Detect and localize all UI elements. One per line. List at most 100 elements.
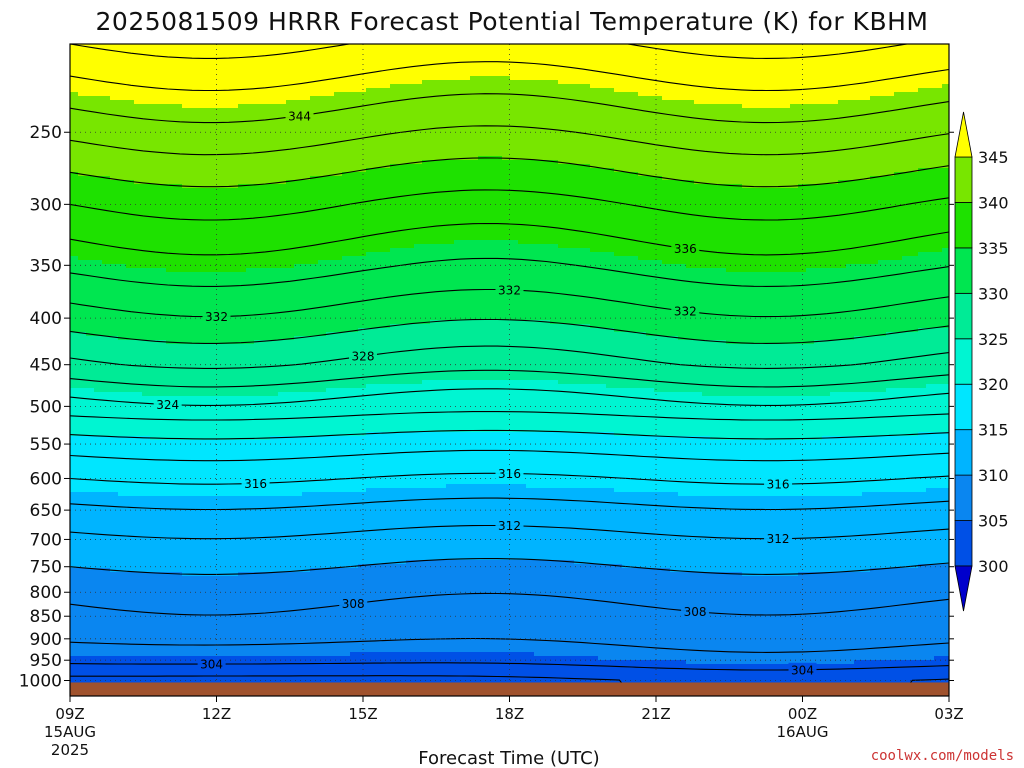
theta-cell — [758, 128, 767, 133]
theta-cell — [246, 44, 255, 49]
theta-cell — [782, 124, 791, 129]
theta-cell — [574, 220, 583, 225]
theta-cell — [942, 108, 949, 113]
theta-cell — [382, 148, 391, 153]
theta-cell — [174, 168, 183, 173]
theta-cell — [806, 220, 815, 225]
theta-cell — [750, 92, 759, 97]
theta-cell — [638, 96, 647, 101]
theta-cell — [214, 72, 223, 77]
theta-cell — [398, 172, 407, 177]
theta-cell — [702, 216, 711, 221]
theta-cell — [134, 136, 143, 141]
theta-cell — [454, 168, 463, 173]
theta-cell — [318, 100, 327, 105]
theta-cell — [862, 196, 871, 201]
theta-cell — [494, 96, 503, 101]
theta-cell — [750, 192, 759, 197]
theta-cell — [238, 124, 247, 129]
theta-cell — [230, 196, 239, 201]
theta-cell — [342, 88, 351, 93]
theta-cell — [150, 68, 159, 73]
theta-cell — [278, 76, 287, 81]
theta-cell — [102, 160, 111, 165]
theta-cell — [910, 140, 919, 145]
theta-cell — [862, 116, 871, 121]
theta-cell — [926, 80, 935, 85]
theta-cell — [70, 200, 79, 205]
theta-cell — [662, 180, 671, 185]
theta-cell — [822, 116, 831, 121]
theta-cell — [182, 68, 191, 73]
theta-cell — [870, 172, 879, 177]
theta-cell — [422, 212, 431, 217]
theta-cell — [222, 112, 231, 117]
theta-cell — [478, 196, 487, 201]
theta-cell — [534, 208, 543, 213]
theta-cell — [102, 108, 111, 113]
theta-cell — [94, 100, 103, 105]
theta-cell — [838, 216, 847, 221]
theta-cell — [830, 104, 839, 109]
theta-cell — [110, 124, 119, 129]
theta-cell — [702, 96, 711, 101]
theta-cell — [694, 220, 703, 225]
theta-cell — [558, 172, 567, 177]
theta-cell — [830, 172, 839, 177]
theta-cell — [670, 184, 679, 189]
theta-cell — [846, 60, 855, 65]
theta-cell — [910, 120, 919, 125]
theta-cell — [926, 64, 935, 69]
theta-cell — [758, 180, 767, 185]
theta-cell — [614, 112, 623, 117]
theta-cell — [302, 208, 311, 213]
theta-cell — [622, 44, 631, 49]
theta-cell — [102, 56, 111, 61]
theta-cell — [174, 180, 183, 185]
theta-cell — [422, 148, 431, 153]
theta-cell — [758, 172, 767, 177]
theta-cell — [326, 132, 335, 137]
theta-cell — [926, 160, 935, 165]
theta-cell — [686, 204, 695, 209]
theta-cell — [454, 52, 463, 57]
theta-cell — [414, 124, 423, 129]
theta-cell — [534, 76, 543, 81]
theta-cell — [78, 88, 87, 93]
theta-cell — [214, 136, 223, 141]
theta-cell — [366, 48, 375, 53]
theta-cell — [142, 136, 151, 141]
theta-cell — [694, 176, 703, 181]
theta-cell — [726, 212, 735, 217]
theta-cell — [294, 60, 303, 65]
theta-cell — [790, 208, 799, 213]
theta-cell — [430, 64, 439, 69]
theta-cell — [886, 124, 895, 129]
theta-cell — [598, 44, 607, 49]
theta-cell — [534, 80, 543, 85]
theta-cell — [718, 44, 727, 49]
theta-cell — [878, 156, 887, 161]
theta-cell — [934, 124, 943, 129]
theta-cell — [566, 112, 575, 117]
theta-cell — [542, 220, 551, 225]
theta-cell — [518, 164, 527, 169]
theta-cell — [830, 140, 839, 145]
theta-cell — [286, 72, 295, 77]
theta-cell — [86, 224, 95, 229]
theta-cell — [526, 208, 535, 213]
theta-cell — [406, 60, 415, 65]
theta-cell — [78, 116, 87, 121]
theta-cell — [806, 48, 815, 53]
theta-cell — [134, 156, 143, 161]
theta-cell — [526, 196, 535, 201]
theta-cell — [334, 184, 343, 189]
theta-cell — [166, 68, 175, 73]
theta-cell — [878, 172, 887, 177]
theta-cell — [70, 132, 79, 137]
theta-cell — [470, 136, 479, 141]
theta-cell — [310, 196, 319, 201]
theta-cell — [262, 188, 271, 193]
theta-cell — [270, 188, 279, 193]
theta-cell — [238, 128, 247, 133]
